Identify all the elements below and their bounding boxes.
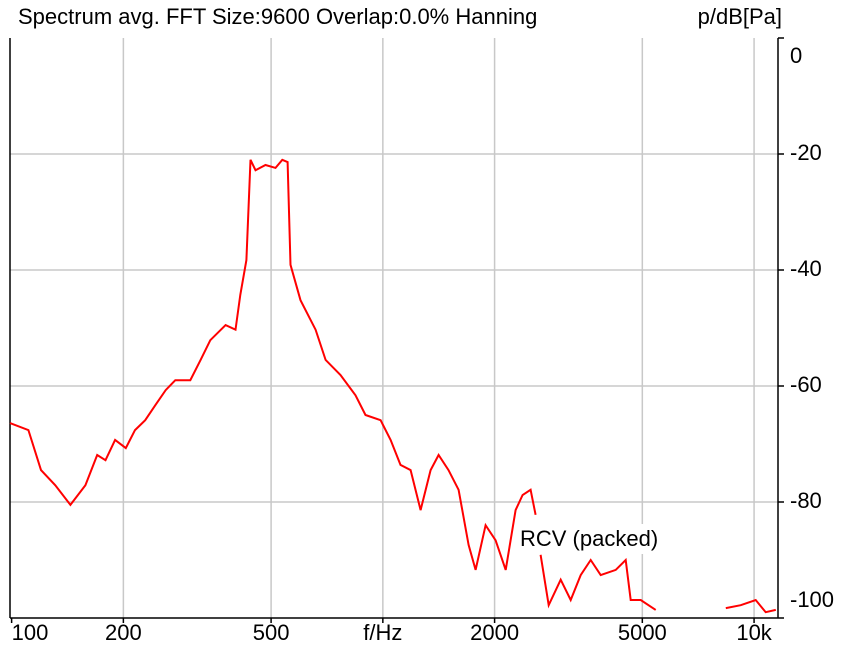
y-tick-label: -60 [790, 372, 822, 397]
x-tick-label: 2000 [470, 620, 519, 645]
y-tick-label: -80 [790, 488, 822, 513]
x-tick-label: f/Hz [363, 620, 402, 645]
annotation-bg [517, 524, 697, 554]
x-tick-label: 100 [12, 620, 49, 645]
annotation: RCV (packed) [520, 526, 658, 551]
y-axis-label: p/dB[Pa] [698, 4, 782, 29]
chart-title: Spectrum avg. FFT Size:9600 Overlap:0.0%… [18, 4, 537, 29]
data-line [539, 554, 657, 611]
x-tick-label: 500 [253, 620, 290, 645]
data-line [725, 598, 777, 614]
y-tick-label: -100 [790, 587, 834, 612]
x-tick-label: 5000 [618, 620, 667, 645]
y-tick-label: -40 [790, 256, 822, 281]
x-tick-label: 10k [736, 620, 772, 645]
data-line [9, 158, 537, 571]
y-tick-label: 0 [790, 43, 802, 68]
y-tick-label: -20 [790, 140, 822, 165]
x-tick-label: 200 [105, 620, 142, 645]
